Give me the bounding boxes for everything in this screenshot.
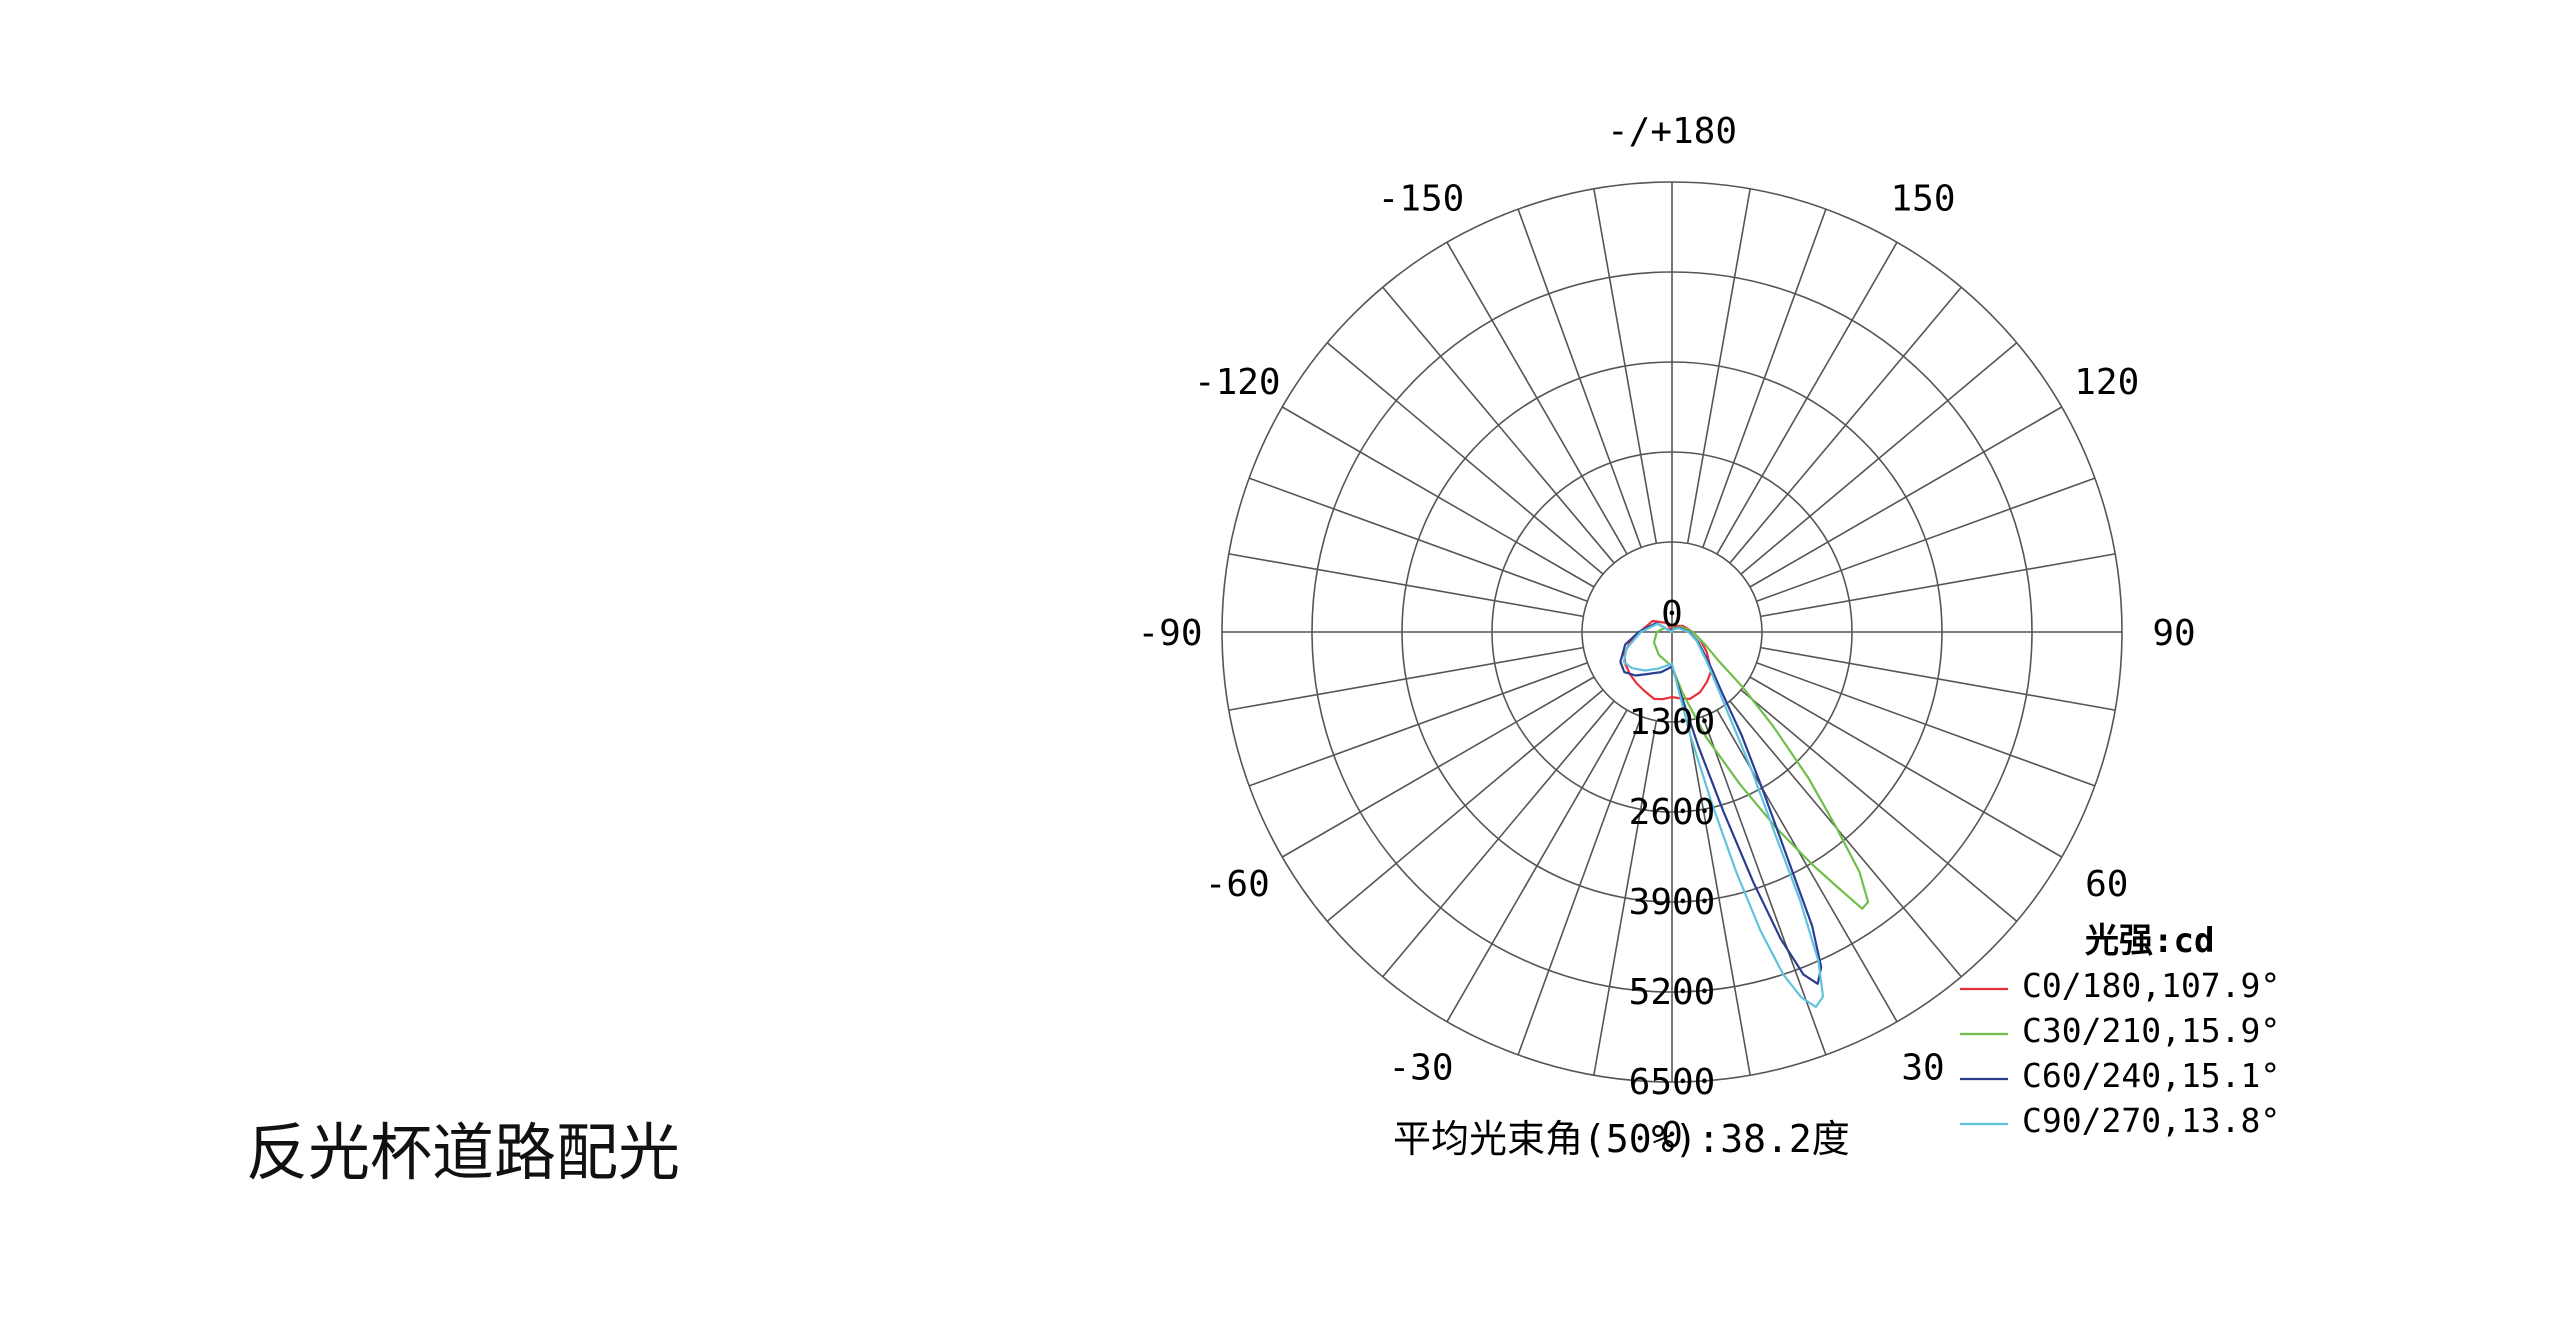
legend-title: 光强:cd [2085, 921, 2214, 961]
series-curve-3 [1619, 621, 1823, 985]
radial-tick-label-5200: 5200 [1629, 972, 1716, 1013]
grid-spoke--100 [1228, 553, 1584, 618]
grid-spoke--70 [1248, 662, 1588, 787]
polar-grid [1221, 181, 2123, 1083]
radial-tick-labels: 0 1300 2600 3900 5200 6500 [1629, 594, 1716, 1103]
radial-tick-label-0: 0 [1661, 594, 1683, 635]
angle-label-neg30: -30 [1388, 1048, 1453, 1089]
grid-spoke-110 [1756, 477, 2096, 602]
grid-spoke--80 [1228, 646, 1584, 711]
grid-spoke--120 [1281, 406, 1595, 588]
grid-spoke--20 [1517, 716, 1642, 1056]
legend-label-3: C60/240,15.1° [2022, 1056, 2280, 1095]
grid-spoke-130 [1740, 342, 2018, 575]
angle-label-60: 60 [2085, 864, 2128, 905]
beam-angle-label: 平均光束角(50%):38.2度 [1393, 1117, 1850, 1161]
legend-label-4: C90/270,13.8° [2022, 1101, 2280, 1140]
legend-label-1: C0/180,107.9° [2022, 966, 2280, 1005]
radial-tick-label-3900: 3900 [1629, 882, 1716, 923]
grid-spoke-20 [1702, 716, 1827, 1056]
grid-spoke--150 [1446, 241, 1628, 555]
grid-spoke--160 [1517, 208, 1642, 548]
series-curve-4 [1622, 622, 1825, 1008]
grid-spoke--30 [1446, 709, 1628, 1023]
grid-spoke--140 [1382, 286, 1615, 564]
grid-spoke-30 [1716, 709, 1898, 1023]
angle-label-0: 0 [1661, 1115, 1683, 1156]
angle-label-neg60: -60 [1205, 864, 1270, 905]
grid-spoke--60 [1281, 676, 1595, 858]
legend: 光强:cd C0/180,107.9° C30/210,15.9° C60/240,… [1960, 921, 2280, 1140]
angle-label-neg150: -150 [1378, 178, 1465, 219]
grid-spoke--130 [1326, 342, 1604, 575]
grid-spoke-140 [1729, 286, 1962, 564]
grid-spoke-10 [1686, 720, 1751, 1076]
grid-spoke-170 [1686, 188, 1751, 544]
angle-label-150: 150 [1890, 178, 1955, 219]
page-title: 反光杯道路配光 [246, 1116, 681, 1189]
grid-spoke--40 [1382, 700, 1615, 978]
grid-spoke--110 [1248, 477, 1588, 602]
series-curve-2 [1652, 625, 1870, 910]
angle-tick-labels: -/+180 150 -150 120 -120 90 -90 60 -60 30 -30 0 [1137, 111, 2195, 1156]
radial-tick-label-2600: 2600 [1629, 792, 1716, 833]
intensity-curves [1619, 619, 1870, 1008]
legend-label-2: C30/210,15.9° [2022, 1011, 2280, 1050]
grid-spoke-70 [1756, 662, 2096, 787]
radial-tick-label-1300: 1300 [1629, 702, 1716, 743]
grid-spoke-120 [1749, 406, 2063, 588]
angle-label-neg120: -120 [1194, 362, 1281, 403]
grid-spoke--10 [1593, 720, 1658, 1076]
angle-label-180: -/+180 [1607, 111, 1737, 152]
angle-label-neg90: -90 [1137, 613, 1202, 654]
grid-spoke-50 [1740, 689, 2018, 922]
legend-items: C0/180,107.9° C30/210,15.9° C60/240,15.1° C… [1960, 966, 2280, 1140]
grid-spoke--50 [1326, 689, 1604, 922]
angle-label-90: 90 [2152, 613, 2195, 654]
grid-spoke-160 [1702, 208, 1827, 548]
angle-label-30: 30 [1901, 1048, 1944, 1089]
angle-label-120: 120 [2074, 362, 2139, 403]
grid-spoke-40 [1729, 700, 1962, 978]
grid-spoke-80 [1760, 646, 2116, 711]
radial-tick-label-6500: 6500 [1629, 1062, 1716, 1103]
grid-spoke--170 [1593, 188, 1658, 544]
grid-spoke-100 [1760, 553, 2116, 618]
grid-spoke-150 [1716, 241, 1898, 555]
grid-spoke-60 [1749, 676, 2063, 858]
